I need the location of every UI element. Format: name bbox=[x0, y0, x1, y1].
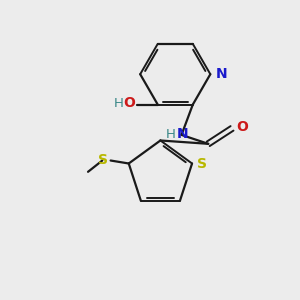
Text: N: N bbox=[216, 67, 227, 81]
Text: O: O bbox=[123, 96, 135, 110]
Text: S: S bbox=[197, 157, 207, 171]
Text: H: H bbox=[165, 128, 175, 141]
Text: H: H bbox=[114, 98, 124, 110]
Text: O: O bbox=[236, 120, 248, 134]
Text: S: S bbox=[98, 153, 108, 166]
Text: N: N bbox=[177, 127, 189, 141]
